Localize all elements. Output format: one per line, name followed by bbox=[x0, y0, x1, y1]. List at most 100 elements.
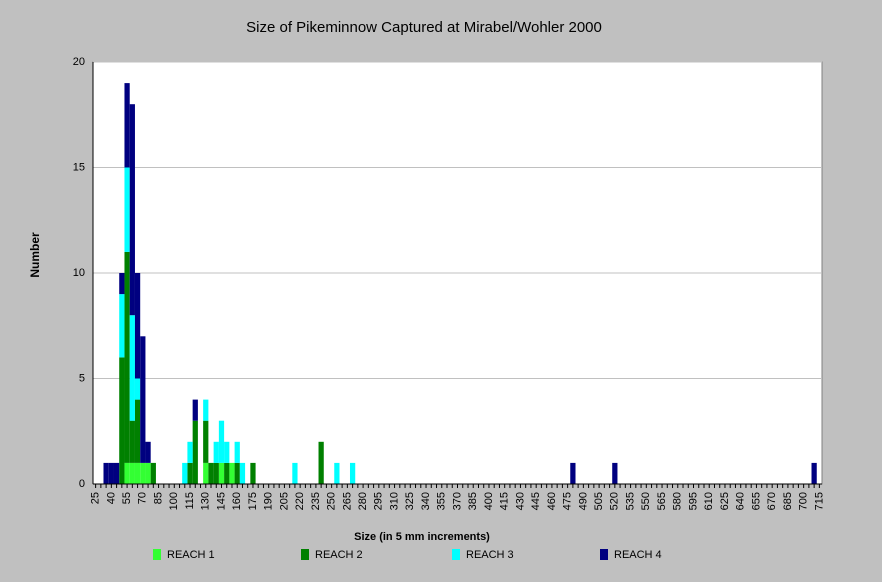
x-tick-label: 580 bbox=[672, 492, 684, 510]
x-tick-label: 430 bbox=[514, 492, 526, 510]
x-tick-label: 25 bbox=[90, 492, 102, 504]
bar-segment bbox=[134, 399, 141, 463]
x-tick-label: 400 bbox=[483, 492, 495, 510]
x-tick-label: 295 bbox=[373, 492, 385, 510]
x-tick-label: 265 bbox=[341, 492, 353, 510]
bar-segment bbox=[218, 420, 225, 463]
bar-segment bbox=[108, 462, 114, 484]
chart-title: Size of Pikeminnow Captured at Mirabel/W… bbox=[246, 19, 602, 36]
legend-swatch bbox=[301, 549, 309, 560]
x-tick-label: 550 bbox=[640, 492, 652, 510]
x-tick-label: 475 bbox=[562, 492, 574, 510]
x-tick-label: 610 bbox=[703, 492, 715, 510]
bar-segment bbox=[203, 462, 209, 484]
bar-segment bbox=[119, 273, 125, 295]
x-tick-label: 235 bbox=[310, 492, 322, 510]
bar-segment bbox=[239, 462, 246, 484]
x-tick-label: 310 bbox=[388, 492, 400, 510]
legend-swatch bbox=[153, 549, 161, 560]
y-tick-label: 10 bbox=[73, 267, 85, 279]
bar-segment bbox=[250, 462, 256, 484]
bar-segment bbox=[234, 441, 240, 463]
x-tick-label: 535 bbox=[624, 492, 636, 510]
x-tick-label: 340 bbox=[420, 492, 432, 510]
y-tick-label: 20 bbox=[73, 56, 85, 68]
x-axis-label: Size (in 5 mm increments) bbox=[354, 531, 490, 543]
bar-segment bbox=[145, 462, 151, 484]
bar-segment bbox=[140, 462, 146, 484]
x-tick-label: 370 bbox=[451, 492, 463, 510]
x-tick-label: 175 bbox=[247, 492, 259, 510]
x-tick-label: 325 bbox=[404, 492, 416, 510]
bar-segment bbox=[318, 441, 324, 484]
bar-segment bbox=[349, 462, 356, 484]
bar-segment bbox=[334, 462, 340, 484]
x-tick-label: 190 bbox=[263, 492, 275, 510]
x-tick-label: 415 bbox=[499, 492, 511, 510]
x-tick-label: 595 bbox=[687, 492, 699, 510]
bar-segment bbox=[570, 462, 576, 484]
x-tick-label: 700 bbox=[798, 492, 810, 510]
x-tick-label: 505 bbox=[593, 492, 605, 510]
bar-segment bbox=[124, 251, 130, 463]
bar-segment bbox=[213, 462, 219, 484]
bar-segment bbox=[113, 462, 120, 484]
x-tick-label: 685 bbox=[782, 492, 794, 510]
legend-label: REACH 2 bbox=[315, 549, 363, 561]
bar-segment bbox=[182, 462, 188, 484]
bar-segment bbox=[140, 336, 146, 463]
bar-segment bbox=[234, 462, 240, 484]
legend-label: REACH 3 bbox=[466, 549, 514, 561]
legend-swatch bbox=[452, 549, 460, 560]
x-tick-label: 460 bbox=[546, 492, 558, 510]
bar-segment bbox=[134, 462, 141, 484]
x-tick-label: 670 bbox=[766, 492, 778, 510]
legend-swatch bbox=[600, 549, 608, 560]
bar-segment bbox=[187, 462, 193, 484]
bar-segment bbox=[203, 420, 209, 463]
x-tick-label: 220 bbox=[294, 492, 306, 510]
bar-segment bbox=[208, 462, 214, 484]
bar-segment bbox=[124, 167, 130, 252]
x-tick-label: 655 bbox=[750, 492, 762, 510]
bar-segment bbox=[119, 294, 125, 358]
x-tick-label: 100 bbox=[168, 492, 180, 510]
x-tick-label: 625 bbox=[719, 492, 731, 510]
x-tick-label: 640 bbox=[735, 492, 747, 510]
y-axis-label: Number bbox=[28, 232, 42, 278]
x-tick-label: 385 bbox=[467, 492, 479, 510]
y-tick-label: 5 bbox=[79, 372, 85, 384]
bar-segment bbox=[103, 462, 109, 484]
x-tick-label: 445 bbox=[530, 492, 542, 510]
x-tick-label: 280 bbox=[357, 492, 369, 510]
legend-label: REACH 4 bbox=[614, 549, 662, 561]
bar-segment bbox=[145, 441, 151, 463]
x-tick-label: 55 bbox=[121, 492, 133, 504]
bar-segment bbox=[612, 462, 618, 484]
bar-segment bbox=[224, 462, 230, 484]
x-tick-label: 490 bbox=[577, 492, 589, 510]
bar-segment bbox=[213, 441, 219, 463]
bar-segment bbox=[124, 462, 130, 484]
x-tick-label: 160 bbox=[231, 492, 243, 510]
bar-segment bbox=[134, 378, 141, 400]
x-tick-label: 145 bbox=[215, 492, 227, 510]
x-tick-label: 40 bbox=[105, 492, 117, 504]
x-tick-label: 565 bbox=[656, 492, 668, 510]
bar-segment bbox=[229, 462, 235, 484]
bar-segment bbox=[187, 441, 193, 463]
bar-segment bbox=[192, 420, 198, 484]
x-tick-label: 130 bbox=[200, 492, 212, 510]
bar-segment bbox=[129, 104, 135, 316]
bar-segment bbox=[119, 357, 125, 484]
x-tick-label: 355 bbox=[436, 492, 448, 510]
bar-segment bbox=[203, 399, 209, 421]
y-tick-label: 0 bbox=[79, 478, 85, 490]
bar-segment bbox=[129, 315, 135, 421]
bar-segment bbox=[124, 83, 130, 168]
bar-segment bbox=[811, 462, 817, 484]
bar-segment bbox=[224, 441, 230, 463]
y-tick-label: 15 bbox=[73, 161, 85, 173]
bar-segment bbox=[192, 399, 198, 421]
